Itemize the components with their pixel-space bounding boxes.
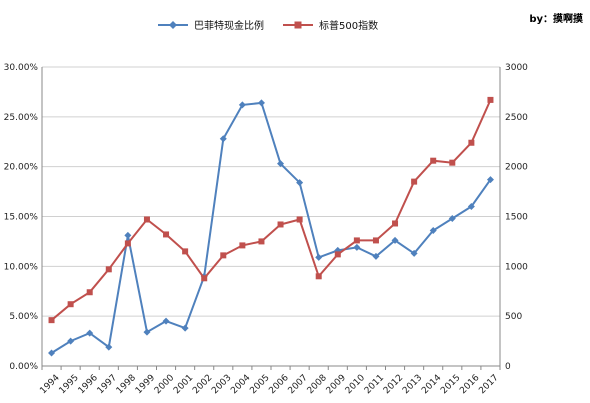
cash-ratio-point	[219, 135, 227, 143]
y-left-tick-label: 25.00%	[4, 113, 39, 123]
sp500-point	[86, 289, 93, 296]
x-tick-label: 2014	[420, 373, 443, 396]
cash-ratio-point	[315, 253, 323, 261]
x-tick-label: 2001	[172, 373, 195, 396]
cash-ratio-point	[48, 349, 56, 357]
y-left-tick-label: 0.00%	[9, 362, 38, 372]
sp500-point	[220, 252, 227, 259]
sp500-point	[182, 248, 189, 255]
x-tick-label: 2007	[287, 373, 310, 396]
plot-area	[48, 96, 494, 357]
sp500-point	[277, 221, 284, 228]
sp500-point	[411, 178, 418, 185]
cash-ratio-point	[181, 324, 189, 332]
x-tick-label: 1994	[38, 373, 61, 396]
x-tick-label: 2002	[191, 373, 214, 396]
sp500-point	[315, 273, 322, 280]
sp500-point	[392, 220, 399, 227]
x-tick-label: 2015	[439, 373, 462, 396]
author-credit: by：摸啊摸	[529, 12, 583, 25]
cash-ratio-point	[86, 329, 94, 337]
x-tick-label: 2012	[382, 373, 405, 396]
x-tick-label: 1999	[134, 373, 157, 396]
series-line-sp500	[50, 99, 492, 321]
y-left-tick-label: 15.00%	[4, 213, 39, 223]
axes: 0.00% 0 5.00% 500 10.00% 1000 15.00% 1500 20.00%…	[4, 63, 529, 396]
cash-ratio-point	[257, 99, 265, 107]
x-tick-label: 2016	[458, 373, 481, 396]
cash-ratio-point	[277, 160, 285, 168]
x-tick-label: 2017	[477, 373, 500, 396]
y-left-tick-label: 30.00%	[4, 63, 39, 73]
sp500-point	[487, 96, 494, 103]
cash-ratio-point	[162, 317, 170, 325]
legend-label-sp500: 标普500指数	[319, 19, 378, 32]
sp500-point	[353, 237, 360, 244]
y-right-tick-label: 2500	[505, 113, 528, 123]
sp500-point	[48, 317, 55, 324]
sp500-point	[239, 242, 246, 249]
x-tick-label: 1997	[96, 373, 119, 396]
x-tick-label: 2009	[325, 373, 348, 396]
sp500-point	[468, 139, 475, 146]
x-tick-label: 2013	[401, 373, 424, 396]
sp500-point	[143, 216, 150, 223]
x-tick-label: 2000	[153, 373, 176, 396]
y-right-tick-label: 1000	[505, 262, 528, 272]
sp500-point	[296, 216, 303, 223]
cash-ratio-point	[486, 176, 494, 184]
y-right-tick-label: 2000	[505, 163, 528, 173]
legend-item-cash-ratio: 巴菲特现金比例	[158, 19, 264, 32]
sp500-point	[430, 157, 437, 164]
y-left-tick-label: 10.00%	[4, 262, 39, 272]
x-tick-label: 2003	[210, 373, 233, 396]
x-tick-label: 1996	[77, 373, 100, 396]
cash-ratio-point	[105, 343, 113, 351]
x-tick-label: 2005	[248, 373, 271, 396]
x-tick-label: 1995	[58, 373, 81, 396]
y-right-tick-label: 0	[505, 362, 511, 372]
x-tick-label: 2010	[344, 373, 367, 396]
sp500-point	[163, 231, 170, 238]
cash-ratio-point	[124, 231, 132, 239]
sp500-point	[258, 238, 265, 245]
x-tick-label: 1998	[115, 373, 138, 396]
legend-item-sp500: 标普500指数	[283, 19, 378, 32]
y-left-tick-label: 5.00%	[9, 312, 38, 322]
y-right-tick-label: 500	[505, 312, 522, 322]
cash-ratio-point	[429, 226, 437, 234]
cash-ratio-point	[143, 328, 151, 336]
sp500-point	[67, 301, 74, 308]
cash-ratio-point	[467, 203, 475, 211]
y-right-tick-label: 3000	[505, 63, 528, 73]
sp500-point	[372, 237, 379, 244]
x-tick-label: 2004	[229, 373, 252, 396]
sp500-point	[201, 275, 208, 282]
cash-ratio-point	[372, 252, 380, 260]
gridlines	[42, 66, 500, 317]
cash-ratio-point	[353, 243, 361, 251]
y-left-tick-label: 20.00%	[4, 163, 39, 173]
cash-ratio-point	[410, 249, 418, 257]
sp500-point	[124, 240, 131, 247]
sp500-point	[105, 266, 112, 273]
series-line-cash-ratio	[50, 101, 492, 354]
sp500-point	[449, 159, 456, 166]
cash-ratio-point	[391, 236, 399, 244]
cash-ratio-point	[67, 337, 75, 345]
cash-ratio-point	[296, 179, 304, 187]
sp500-point	[334, 251, 341, 258]
y-right-tick-label: 1500	[505, 213, 528, 223]
legend-label-cash-ratio: 巴菲特现金比例	[194, 19, 264, 32]
x-tick-label: 2006	[267, 373, 290, 396]
cash-ratio-point	[448, 214, 456, 222]
x-tick-label: 2011	[363, 373, 386, 396]
legend: 巴菲特现金比例 标普500指数	[158, 19, 378, 32]
cash-ratio-point	[238, 101, 246, 109]
x-tick-label: 2008	[306, 373, 329, 396]
